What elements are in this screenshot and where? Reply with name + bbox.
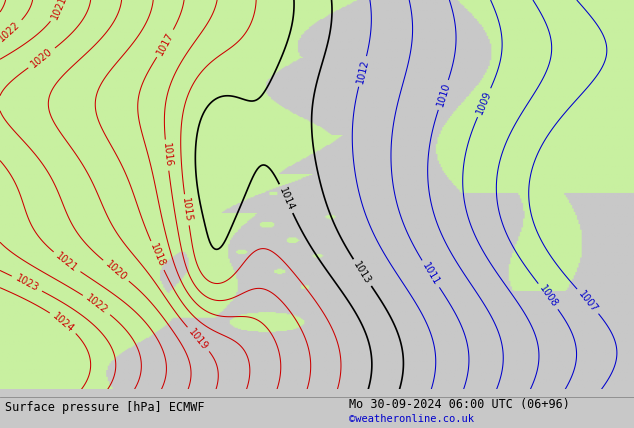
Text: 1015: 1015 (180, 197, 193, 223)
Text: 1019: 1019 (187, 327, 210, 352)
Text: 1022: 1022 (84, 293, 110, 316)
Text: 1008: 1008 (537, 283, 559, 309)
Text: 1023: 1023 (14, 273, 40, 294)
Text: 1020: 1020 (103, 259, 129, 282)
Text: 1018: 1018 (148, 242, 167, 269)
Text: 1021: 1021 (49, 0, 68, 21)
Text: 1016: 1016 (160, 143, 173, 168)
Text: 1012: 1012 (355, 58, 370, 85)
Text: 1017: 1017 (155, 30, 176, 57)
Text: 1010: 1010 (435, 82, 451, 108)
Text: 1007: 1007 (576, 288, 600, 314)
Text: Mo 30-09-2024 06:00 UTC (06+96): Mo 30-09-2024 06:00 UTC (06+96) (349, 398, 569, 411)
Text: 1020: 1020 (29, 46, 55, 70)
Text: 1011: 1011 (420, 261, 441, 287)
Text: ©weatheronline.co.uk: ©weatheronline.co.uk (349, 413, 474, 424)
Text: 1021: 1021 (54, 250, 79, 273)
Text: 1022: 1022 (0, 19, 22, 43)
Text: Surface pressure [hPa] ECMWF: Surface pressure [hPa] ECMWF (5, 401, 205, 414)
Text: 1014: 1014 (276, 185, 295, 212)
Text: 1013: 1013 (352, 260, 373, 286)
Text: 1024: 1024 (51, 311, 76, 334)
Text: 1009: 1009 (475, 89, 493, 116)
